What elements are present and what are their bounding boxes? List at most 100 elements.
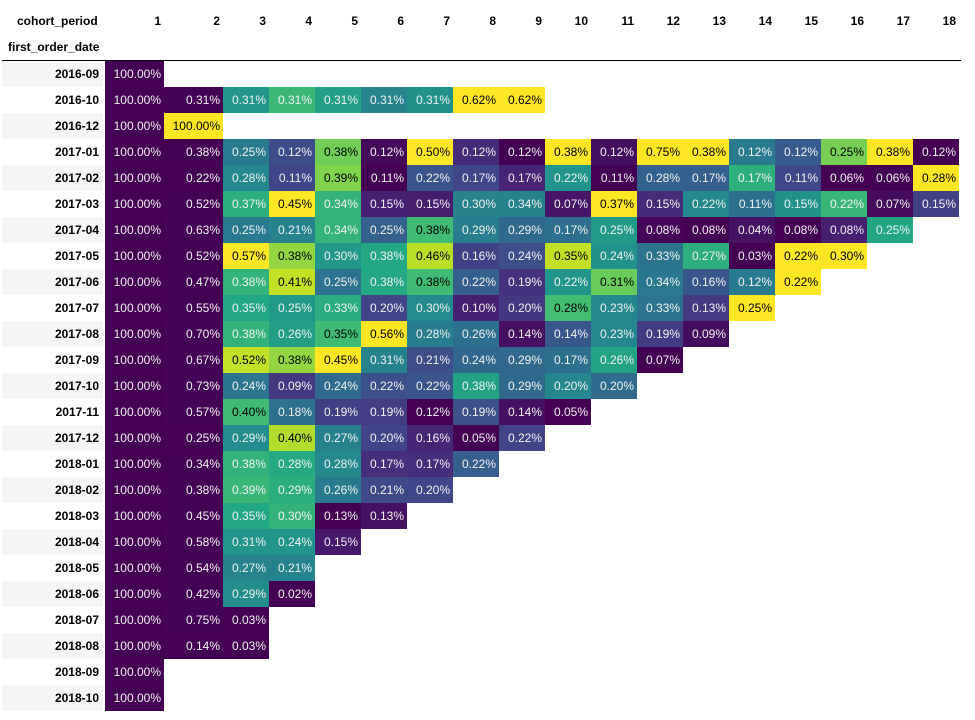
cell-2016-12-2: 100.00% [164,113,223,139]
cell-2017-03-3: 0.37% [223,191,269,217]
cell-2017-06-2: 0.47% [164,269,223,295]
cell-2017-02-16: 0.06% [821,165,867,191]
cell-2018-04-4: 0.24% [269,529,315,555]
cell-2017-02-9: 0.17% [499,165,545,191]
cell-2017-06-1: 100.00% [105,269,164,295]
cell-2018-06-3: 0.29% [223,581,269,607]
cell-2017-03-15: 0.15% [775,191,821,217]
cell-2016-10-7: 0.31% [407,87,453,113]
column-header-2: 2 [213,14,220,28]
cell-2017-03-5: 0.34% [315,191,361,217]
cell-2017-05-5: 0.30% [315,243,361,269]
cell-2017-03-17: 0.07% [867,191,913,217]
cell-2017-09-2: 0.67% [164,347,223,373]
row-label-2018-10: 2018-10 [2,685,103,711]
cell-2017-05-1: 100.00% [105,243,164,269]
cell-2017-07-9: 0.20% [499,295,545,321]
cell-2017-07-11: 0.23% [591,295,637,321]
cell-2017-11-2: 0.57% [164,399,223,425]
cell-2017-04-6: 0.25% [361,217,407,243]
cell-2017-12-5: 0.27% [315,425,361,451]
cell-2017-01-5: 0.38% [315,139,361,165]
cell-2017-03-4: 0.45% [269,191,315,217]
cell-2018-02-2: 0.38% [164,477,223,503]
cell-2017-04-3: 0.25% [223,217,269,243]
cell-2017-07-6: 0.20% [361,295,407,321]
cell-2017-03-7: 0.15% [407,191,453,217]
cell-2018-09-1: 100.00% [105,659,164,685]
cell-2017-09-7: 0.21% [407,347,453,373]
cell-2017-07-1: 100.00% [105,295,164,321]
cell-2018-01-5: 0.28% [315,451,361,477]
row-label-2018-01: 2018-01 [2,451,103,477]
cell-2016-09-1: 100.00% [105,61,164,87]
cell-2017-05-8: 0.16% [453,243,499,269]
cell-2018-04-3: 0.31% [223,529,269,555]
cell-2017-02-6: 0.11% [361,165,407,191]
cell-2017-04-17: 0.25% [867,217,913,243]
cell-2018-05-2: 0.54% [164,555,223,581]
cell-2017-01-12: 0.75% [637,139,683,165]
cell-2017-03-18: 0.15% [913,191,959,217]
cell-2017-12-3: 0.29% [223,425,269,451]
cell-2017-02-17: 0.06% [867,165,913,191]
cell-2017-10-8: 0.38% [453,373,499,399]
cell-2017-12-9: 0.22% [499,425,545,451]
cell-2017-08-12: 0.19% [637,321,683,347]
row-label-2017-12: 2017-12 [2,425,103,451]
row-label-2017-09: 2017-09 [2,347,103,373]
cell-2018-02-3: 0.39% [223,477,269,503]
cell-2017-06-14: 0.12% [729,269,775,295]
cell-2017-01-9: 0.12% [499,139,545,165]
cell-2017-01-17: 0.38% [867,139,913,165]
row-label-2018-07: 2018-07 [2,607,103,633]
cell-2017-02-11: 0.11% [591,165,637,191]
cell-2018-02-5: 0.26% [315,477,361,503]
cell-2016-10-3: 0.31% [223,87,269,113]
cell-2017-05-16: 0.30% [821,243,867,269]
cell-2017-09-4: 0.38% [269,347,315,373]
cell-2017-10-9: 0.29% [499,373,545,399]
cell-2017-11-8: 0.19% [453,399,499,425]
cell-2017-04-10: 0.17% [545,217,591,243]
cell-2017-10-10: 0.20% [545,373,591,399]
row-label-2018-03: 2018-03 [2,503,103,529]
cell-2018-08-3: 0.03% [223,633,269,659]
cell-2016-10-5: 0.31% [315,87,361,113]
cell-2018-08-1: 100.00% [105,633,164,659]
cell-2017-06-4: 0.41% [269,269,315,295]
row-label-2018-02: 2018-02 [2,477,103,503]
cell-2017-11-10: 0.05% [545,399,591,425]
cell-2017-01-18: 0.12% [913,139,959,165]
cell-2017-08-2: 0.70% [164,321,223,347]
cell-2018-05-1: 100.00% [105,555,164,581]
cell-2017-06-13: 0.16% [683,269,729,295]
cell-2017-02-7: 0.22% [407,165,453,191]
cell-2017-07-3: 0.35% [223,295,269,321]
cell-2018-04-1: 100.00% [105,529,164,555]
cell-2017-04-15: 0.08% [775,217,821,243]
cell-2018-04-2: 0.58% [164,529,223,555]
cell-2017-06-12: 0.34% [637,269,683,295]
cell-2017-09-5: 0.45% [315,347,361,373]
cell-2017-02-1: 100.00% [105,165,164,191]
cell-2017-04-7: 0.38% [407,217,453,243]
cell-2017-08-7: 0.28% [407,321,453,347]
cell-2017-12-4: 0.40% [269,425,315,451]
rows-header: first_order_date [8,40,100,54]
cell-2017-04-13: 0.08% [683,217,729,243]
cell-2016-10-2: 0.31% [164,87,223,113]
row-label-2017-01: 2017-01 [2,139,103,165]
cell-2017-09-8: 0.24% [453,347,499,373]
column-header-16: 16 [850,14,864,28]
cell-2018-08-2: 0.14% [164,633,223,659]
cell-2017-12-2: 0.25% [164,425,223,451]
cell-2018-07-2: 0.75% [164,607,223,633]
cell-2017-09-12: 0.07% [637,347,683,373]
cell-2017-01-10: 0.38% [545,139,591,165]
cell-2018-05-3: 0.27% [223,555,269,581]
cell-2018-01-8: 0.22% [453,451,499,477]
cell-2018-01-7: 0.17% [407,451,453,477]
header-rule [2,60,961,61]
cell-2017-02-2: 0.22% [164,165,223,191]
